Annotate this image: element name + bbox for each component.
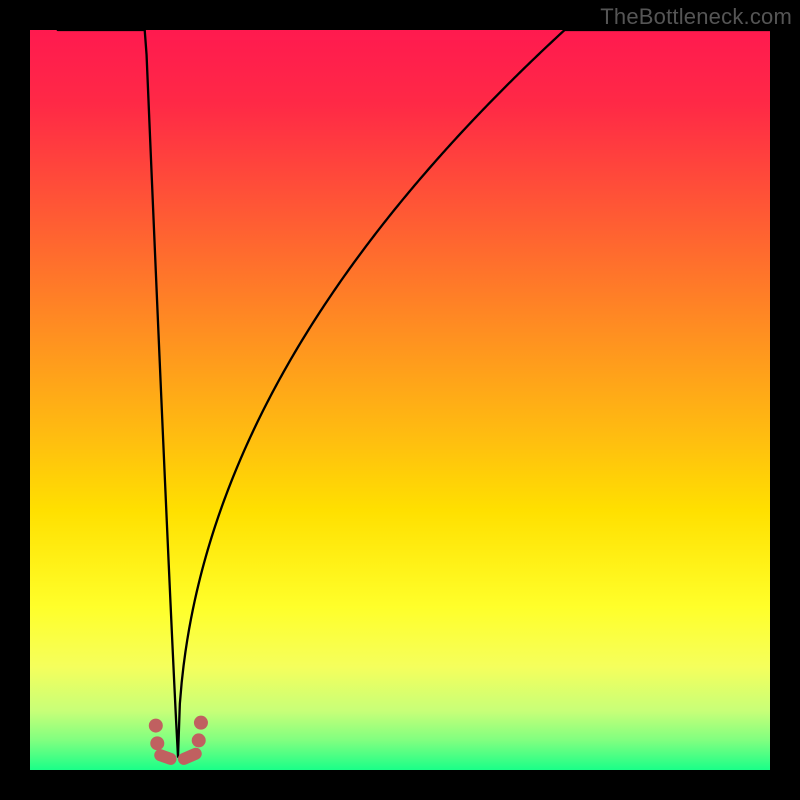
marker-dot: [150, 736, 164, 750]
bottleneck-curve-chart: [0, 0, 800, 800]
marker-dot: [194, 716, 208, 730]
marker-dot: [192, 733, 206, 747]
marker-dot: [149, 719, 163, 733]
chart-container: TheBottleneck.com: [0, 0, 800, 800]
marker-dash: [160, 755, 170, 759]
watermark-text: TheBottleneck.com: [600, 4, 792, 30]
gradient-background: [30, 30, 770, 770]
marker-dash: [184, 754, 196, 759]
